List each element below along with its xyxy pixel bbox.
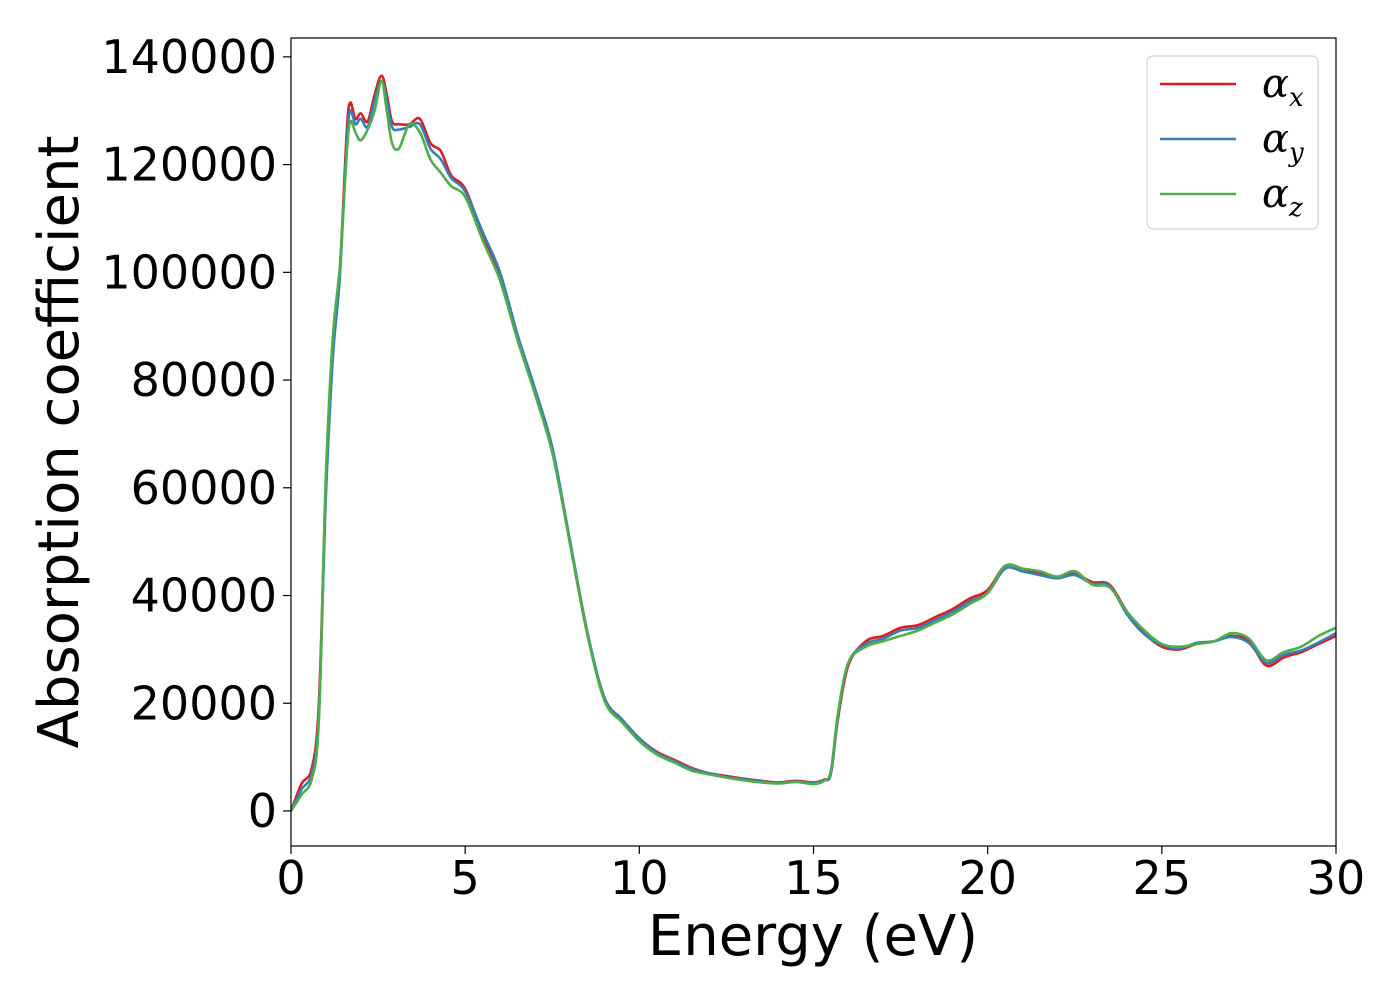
y-ticks: 0 20000 40000 60000 80000 100000 120000 140000 xyxy=(101,30,291,838)
y-tick-label: 80000 xyxy=(131,353,277,407)
series-layer xyxy=(289,74,1337,812)
y-tick-label: 140000 xyxy=(101,30,277,84)
x-tick-label: 10 xyxy=(610,851,669,905)
legend-box xyxy=(1146,55,1319,230)
y-tick-label: 20000 xyxy=(131,676,277,730)
x-tick-label: 20 xyxy=(958,851,1017,905)
series-line-z xyxy=(289,79,1337,812)
y-tick-label: 0 xyxy=(248,784,277,838)
x-tick-label: 0 xyxy=(276,851,305,905)
x-tick-label: 30 xyxy=(1307,851,1366,905)
x-tick-label: 15 xyxy=(784,851,843,905)
legend-label-y: αy xyxy=(1262,116,1304,168)
legend-label-z: αz xyxy=(1262,171,1303,223)
x-axis-title: Energy (eV) xyxy=(648,904,978,969)
y-tick-label: 40000 xyxy=(131,569,277,623)
y-axis-title: Absorption coefficient xyxy=(27,136,92,749)
x-tick-label: 5 xyxy=(451,851,480,905)
x-tick-label: 25 xyxy=(1133,851,1192,905)
legend-label-x: αx xyxy=(1262,61,1304,113)
x-ticks: 0 5 10 15 20 25 30 xyxy=(276,846,1365,905)
y-tick-label: 100000 xyxy=(101,245,277,299)
y-tick-label: 60000 xyxy=(131,461,277,515)
y-tick-label: 120000 xyxy=(101,138,277,192)
